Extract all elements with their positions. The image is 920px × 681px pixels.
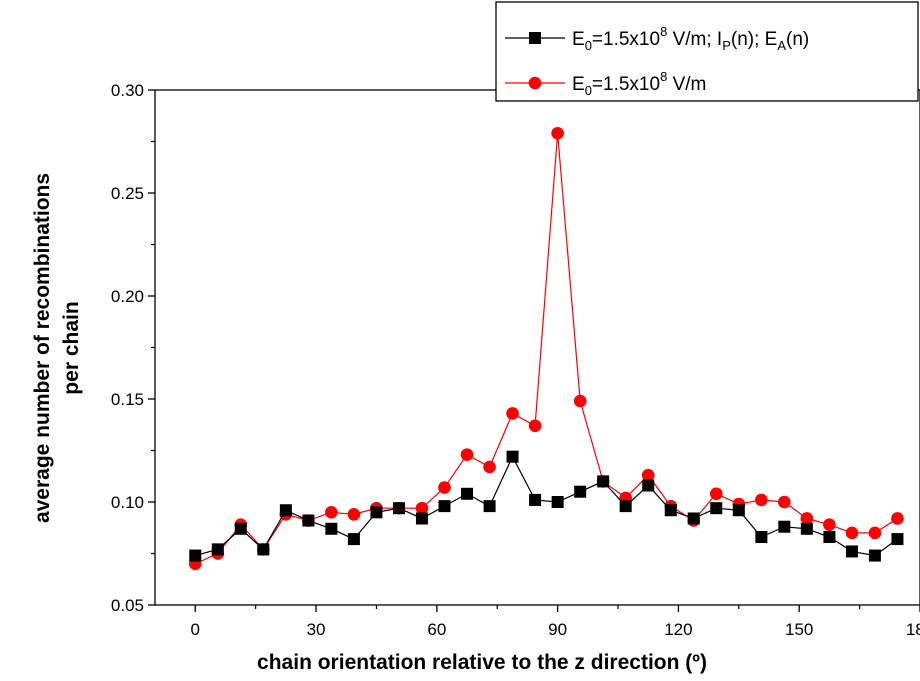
series-0-point: [506, 450, 519, 463]
series-0-point: [347, 533, 360, 546]
series-0-point: [415, 512, 428, 525]
y-tick-label: 0.05: [111, 596, 144, 615]
legend-label-part: 8: [660, 69, 667, 84]
legend-label-part: V/m: [667, 74, 706, 95]
series-0-point: [483, 500, 496, 513]
legend-swatch-marker: [528, 76, 542, 90]
series-0-point: [755, 531, 768, 544]
series-1-point: [641, 468, 655, 482]
legend-label-part: V/m; I: [667, 29, 722, 50]
series-0-point: [597, 475, 610, 488]
series-0-point: [664, 504, 677, 517]
series-0-point: [392, 502, 405, 515]
legend-label-part: 0: [585, 83, 592, 98]
series-0-point: [823, 531, 836, 544]
legend-label-part: E: [572, 74, 585, 95]
series-1-point: [528, 419, 542, 433]
series-0: [189, 450, 904, 562]
series-1-point: [573, 394, 587, 408]
series-1-point: [325, 506, 338, 519]
series-0-point: [302, 514, 315, 527]
series-1-point: [778, 495, 791, 509]
series-0-line: [195, 455, 898, 557]
series-0-point: [800, 522, 813, 535]
legend-label: E0=1.5x108 V/m: [572, 69, 706, 98]
legend-entries: E0=1.5x108 V/m; IP(n); EA(n)E0=1.5x108 V…: [505, 24, 809, 98]
y-tick-label: 0.15: [111, 390, 144, 409]
series-1-point: [823, 518, 836, 531]
series-0-point: [257, 543, 270, 556]
series-0-point: [778, 520, 791, 533]
series-1-point: [709, 487, 723, 501]
series-1-point: [551, 126, 564, 140]
series-1-point: [460, 448, 474, 461]
legend-label-part: (n): [786, 29, 809, 50]
y-tick-label: 0.30: [111, 81, 144, 100]
series-1-point: [800, 512, 814, 525]
series-0-point: [891, 533, 904, 546]
series-0-point: [279, 504, 292, 517]
series-1-point: [415, 501, 429, 515]
series-1-point: [755, 493, 768, 507]
x-tick-label: 150: [785, 620, 813, 639]
x-axis-title: chain orientation relative to the z dire…: [257, 651, 707, 674]
legend-label-part: =1.5x10: [592, 29, 660, 50]
series-0-point: [845, 545, 858, 558]
series-0-point: [732, 504, 745, 517]
y-tick-label: 0.10: [111, 493, 144, 512]
legend-label-part: 8: [660, 24, 667, 39]
y-axis: 0.05 0.10 0.15 0.20 0.25 0.30: [111, 81, 155, 615]
legend-entry-1: E0=1.5x108 V/m: [505, 69, 706, 98]
series-0-point: [211, 543, 224, 556]
y-tick-label: 0.20: [111, 287, 144, 306]
series-1-line: [195, 133, 898, 565]
series-0-point: [234, 522, 247, 535]
legend-label-part: (n); E: [731, 29, 777, 50]
legend-box: [495, 1, 919, 102]
x-tick-label: 180: [906, 620, 920, 639]
x-tick-label: 0: [191, 620, 200, 639]
series-1-point: [506, 407, 519, 420]
x-axis: 0 30 60 90 120 150 180: [191, 605, 920, 639]
legend-label-part: A: [777, 38, 786, 53]
series-1: [188, 126, 904, 571]
series-0-point: [687, 512, 700, 525]
series-layer: [188, 126, 904, 571]
legend-label-part: 0: [585, 38, 592, 53]
series-0-point: [551, 496, 564, 508]
series-0-point: [438, 500, 451, 513]
y-tick-label: 0.25: [111, 184, 144, 203]
x-tick-label: 60: [427, 620, 446, 639]
series-0-point: [529, 493, 542, 506]
series-0-point: [189, 549, 202, 562]
series-1-point: [891, 512, 904, 525]
series-1-point: [347, 508, 361, 521]
series-1-point: [483, 460, 496, 474]
series-0-point: [619, 500, 632, 513]
x-tick-label: 90: [548, 620, 567, 639]
series-1-point: [438, 481, 451, 494]
series-0-point: [325, 522, 338, 535]
series-1-point: [845, 526, 859, 540]
y-axis-title-line-2: per chain: [60, 301, 83, 394]
legend-label-part: P: [722, 38, 731, 53]
legend-entry-0: E0=1.5x108 V/m; IP(n); EA(n): [505, 24, 809, 53]
series-0-point: [574, 485, 587, 498]
legend-label: E0=1.5x108 V/m; IP(n); EA(n): [572, 24, 809, 53]
x-tick-label: 120: [664, 620, 692, 639]
y-axis-title-line-1: average number of recombinations: [31, 173, 54, 523]
legend: E0=1.5x108 V/m; IP(n); EA(n)E0=1.5x108 V…: [495, 1, 919, 102]
series-0-point: [370, 506, 383, 519]
series-0-point: [461, 487, 474, 500]
series-0-point: [710, 502, 723, 515]
legend-label-part: E: [572, 29, 585, 50]
series-0-point: [868, 549, 881, 562]
legend-label-part: =1.5x10: [592, 74, 660, 95]
x-tick-label: 30: [307, 620, 326, 639]
legend-swatch-marker: [529, 32, 541, 44]
series-1-point: [868, 526, 882, 540]
series-0-point: [642, 479, 655, 492]
